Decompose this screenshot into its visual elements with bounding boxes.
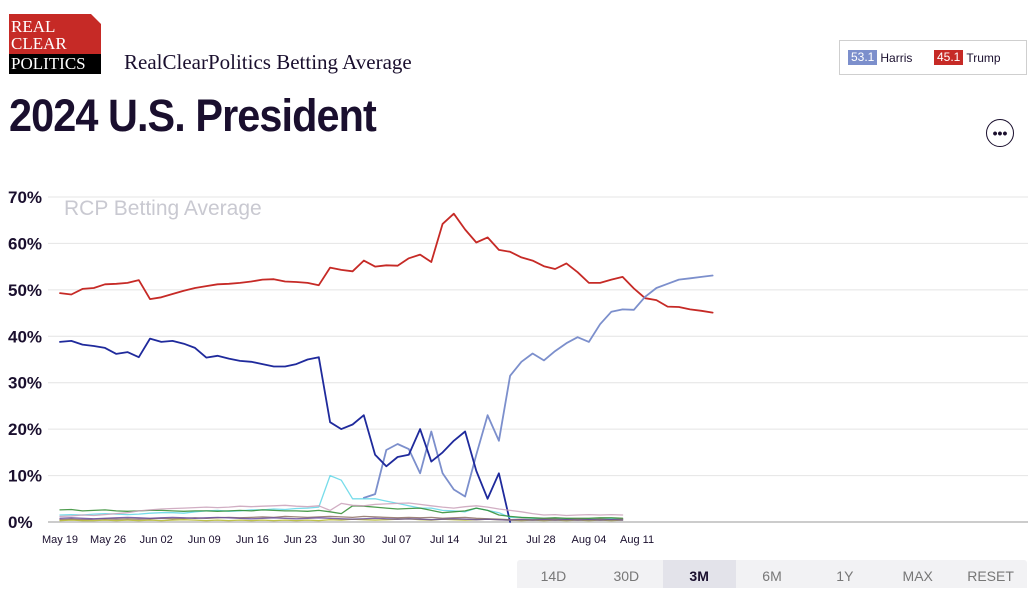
logo-text-politics: POLITICS [9, 54, 101, 74]
x-tick-label: Jul 28 [526, 534, 555, 546]
legend-value-harris: 53.1 [848, 50, 878, 65]
x-tick-label: Jul 14 [430, 534, 459, 546]
range-button-30d[interactable]: 30D [613, 568, 640, 584]
series-line-8 [59, 516, 624, 521]
y-tick-label: 10% [8, 467, 42, 486]
y-tick-label: 70% [8, 188, 42, 207]
rcp-logo: REAL CLEAR POLITICS [9, 14, 101, 74]
x-tick-label: Jul 21 [478, 534, 507, 546]
legend-label-trump: Trump [966, 50, 1001, 65]
y-tick-label: 20% [8, 420, 42, 439]
chart-watermark: RCP Betting Average [64, 197, 262, 220]
x-tick-label: Jun 16 [236, 534, 269, 546]
x-tick-label: Aug 11 [620, 534, 654, 546]
range-button-reset[interactable]: RESET [967, 568, 1014, 584]
series-line-harris [362, 274, 714, 499]
legend-label-harris: Harris [880, 50, 913, 65]
range-button-14d[interactable]: 14D [540, 568, 567, 584]
range-button-6m[interactable]: 6M [762, 568, 782, 584]
series-line-4 [59, 505, 624, 519]
logo-text-real: REAL [11, 17, 56, 36]
chart-legend: 53.1 Harris 45.1 Trump [839, 40, 1027, 75]
y-tick-label: 0% [8, 513, 33, 532]
y-tick-label: 30% [8, 374, 42, 393]
y-tick-label: 50% [8, 281, 42, 300]
x-tick-label: Aug 04 [572, 534, 607, 546]
page-title: 2024 U.S. President [9, 90, 377, 141]
y-tick-label: 60% [8, 234, 42, 253]
logo-text-clear: CLEAR [11, 34, 67, 53]
x-tick-label: Jun 02 [140, 534, 173, 546]
series-line-2 [59, 337, 511, 523]
range-button-3m[interactable]: 3M [662, 560, 736, 588]
x-tick-label: May 26 [90, 534, 126, 546]
legend-item-trump[interactable]: 45.1 Trump [934, 50, 1001, 65]
chart-menu-button[interactable]: ••• [986, 119, 1014, 147]
x-tick-label: Jun 30 [332, 534, 365, 546]
series-line-3 [59, 474, 624, 520]
x-tick-label: Jul 07 [382, 534, 411, 546]
legend-item-harris[interactable]: 53.1 Harris [848, 50, 912, 65]
series-line-trump [59, 212, 714, 314]
more-horizontal-icon: ••• [992, 125, 1008, 141]
range-button-max[interactable]: MAX [902, 568, 933, 584]
range-button-1y[interactable]: 1Y [836, 568, 854, 584]
y-tick-label: 40% [8, 327, 42, 346]
x-tick-label: Jun 23 [284, 534, 317, 546]
x-tick-label: Jun 09 [188, 534, 221, 546]
range-selector: 14D 30D 3M 6M 1Y MAX RESET [517, 560, 1027, 588]
series-line-5 [59, 502, 624, 518]
legend-value-trump: 45.1 [934, 50, 964, 65]
line-chart: 0% 10% 20% 30% 40% 50% 60% 70% RCP Betting Avera… [8, 188, 1028, 546]
x-tick-label: May 19 [42, 534, 78, 546]
logo-fold [91, 14, 101, 24]
page-subtitle: RealClearPolitics Betting Average [124, 50, 412, 74]
